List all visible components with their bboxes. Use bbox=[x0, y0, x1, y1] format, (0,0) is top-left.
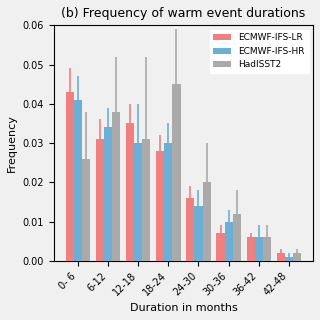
Bar bbox=[126, 124, 134, 261]
Bar bbox=[104, 127, 112, 261]
Bar bbox=[164, 143, 172, 261]
Bar bbox=[203, 182, 211, 261]
Bar bbox=[186, 198, 195, 261]
Bar bbox=[142, 139, 150, 261]
Legend: ECMWF-IFS-LR, ECMWF-IFS-HR, HadISST2: ECMWF-IFS-LR, ECMWF-IFS-HR, HadISST2 bbox=[210, 30, 308, 73]
Bar bbox=[285, 257, 293, 261]
Title: (b) Frequency of warm event durations: (b) Frequency of warm event durations bbox=[61, 7, 306, 20]
Bar bbox=[277, 253, 285, 261]
Bar bbox=[225, 221, 233, 261]
Bar bbox=[74, 100, 82, 261]
Bar bbox=[263, 237, 271, 261]
Bar bbox=[134, 143, 142, 261]
Bar bbox=[96, 139, 104, 261]
Y-axis label: Frequency: Frequency bbox=[7, 114, 17, 172]
Bar bbox=[293, 253, 301, 261]
Bar bbox=[112, 112, 120, 261]
Bar bbox=[195, 206, 203, 261]
Bar bbox=[172, 84, 180, 261]
Bar bbox=[82, 159, 90, 261]
Bar bbox=[247, 237, 255, 261]
X-axis label: Duration in months: Duration in months bbox=[130, 303, 237, 313]
Bar bbox=[156, 151, 164, 261]
Bar bbox=[233, 214, 241, 261]
Bar bbox=[255, 237, 263, 261]
Bar bbox=[66, 92, 74, 261]
Bar bbox=[216, 233, 225, 261]
